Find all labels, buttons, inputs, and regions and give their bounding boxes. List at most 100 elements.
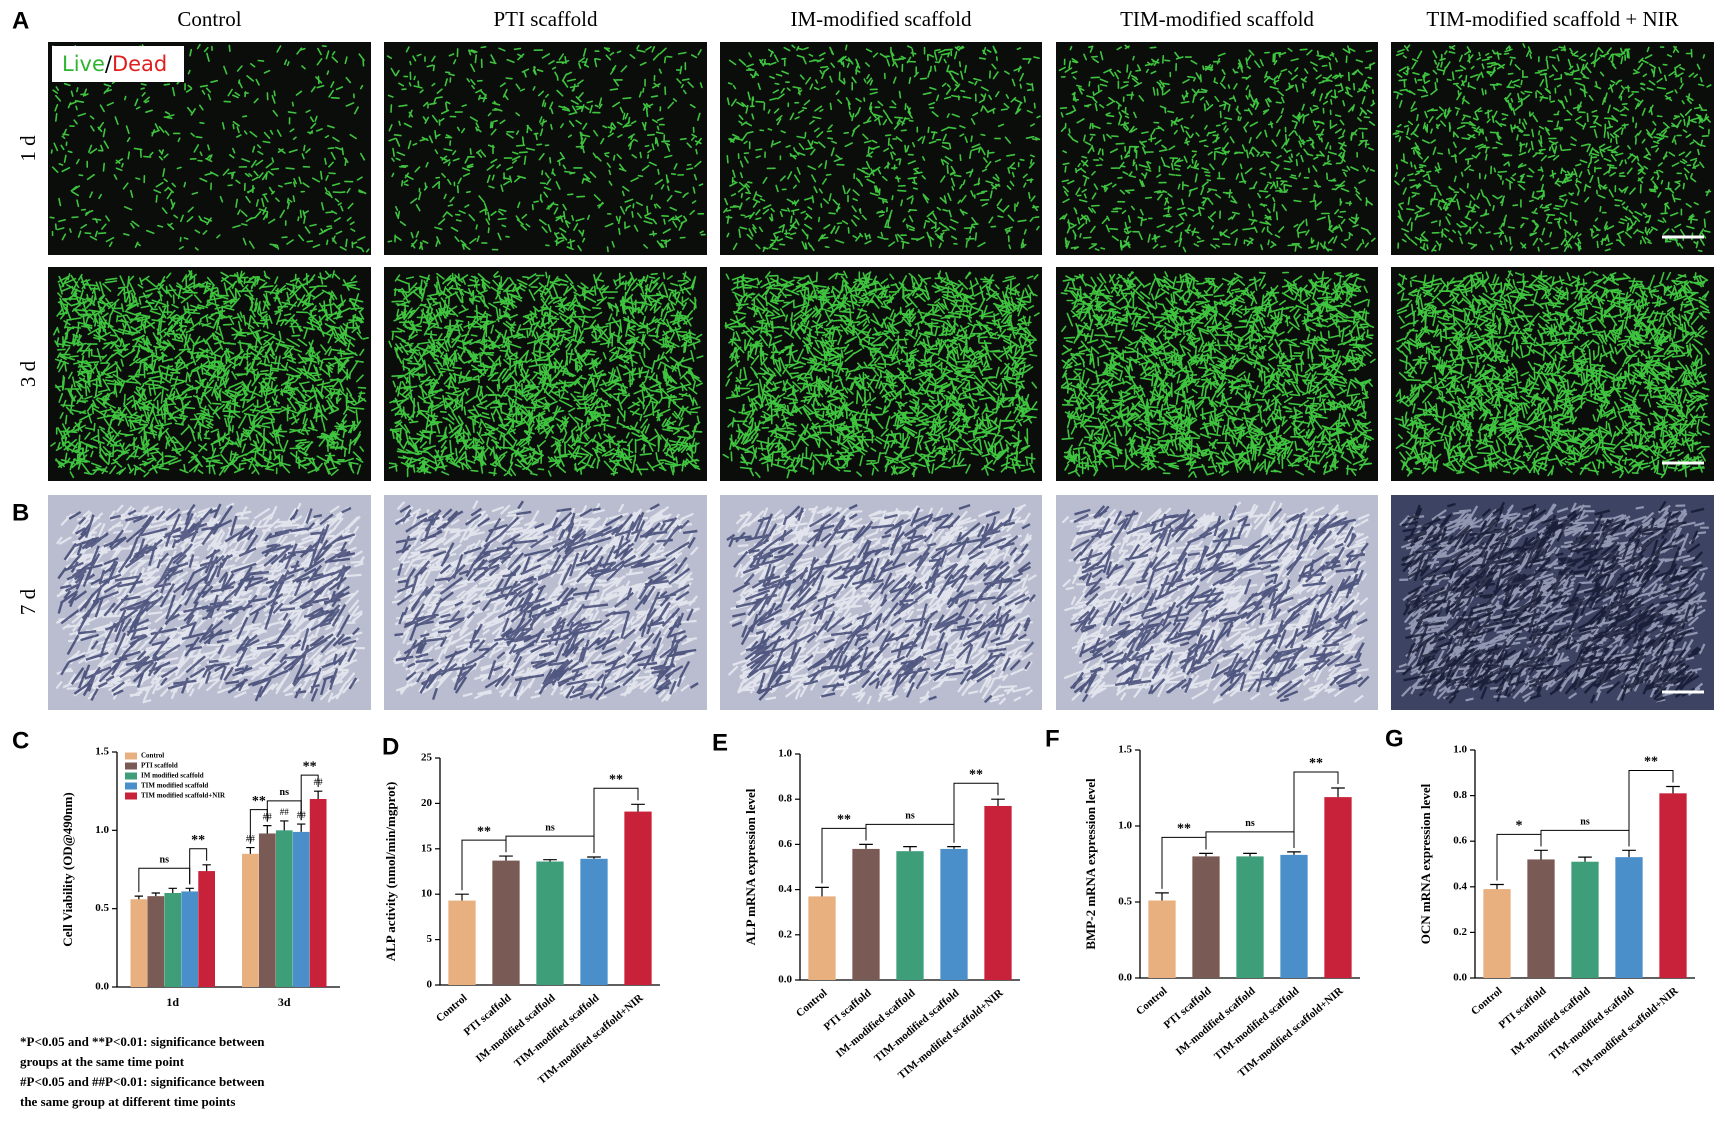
- micrograph: [720, 42, 1042, 255]
- legend-swatch: [125, 752, 137, 760]
- bar: [241, 853, 259, 987]
- x-tick-label: IM-modified scaffold: [834, 987, 918, 1060]
- bar: [580, 858, 608, 985]
- y-tick-label: 5: [427, 933, 433, 945]
- footnote: groups at the same time point: [20, 1054, 185, 1069]
- y-tick-label: 0.0: [95, 981, 109, 993]
- legend-label: Control: [141, 752, 164, 760]
- bar: [147, 896, 165, 987]
- bar: [1236, 856, 1264, 978]
- bar: [1192, 856, 1220, 978]
- legend-label: TIM modified scaffold: [141, 782, 208, 790]
- y-axis-label: BMP-2 mRNA expression level: [1083, 778, 1098, 950]
- footnote: the same group at different time points: [20, 1094, 235, 1109]
- error-bar: [280, 820, 289, 831]
- y-tick-label: 0.4: [1453, 880, 1467, 892]
- y-tick-label: 1.0: [95, 824, 109, 836]
- micrograph: [384, 42, 707, 255]
- bar: [164, 893, 182, 987]
- bar: [1148, 900, 1176, 978]
- error-bar: [1331, 787, 1345, 798]
- panel-label: A: [12, 7, 29, 34]
- x-tick-label: Control: [794, 987, 830, 1020]
- legend-swatch: [125, 792, 137, 800]
- error-bar: [1243, 852, 1257, 857]
- y-tick-label: 0.8: [778, 793, 792, 805]
- bar: [852, 848, 880, 980]
- significance-label: **: [1177, 822, 1191, 837]
- bar: [448, 900, 476, 985]
- significance-label: **: [969, 767, 983, 782]
- error-bar: [1578, 856, 1592, 862]
- bar: [808, 896, 836, 980]
- cells: [1060, 271, 1376, 478]
- stain-dark: [1401, 500, 1705, 704]
- y-tick-label: 0: [427, 979, 433, 991]
- cells: [50, 270, 369, 479]
- x-tick-label: TIM-modified scaffold: [512, 992, 601, 1070]
- legend-dead: Dead: [112, 52, 167, 76]
- y-tick-label: 1.0: [1118, 820, 1132, 832]
- cells: [722, 270, 1040, 479]
- bar: [1571, 861, 1599, 978]
- bar: [1527, 859, 1555, 978]
- bar: [896, 851, 924, 980]
- legend-swatch: [125, 772, 137, 780]
- y-tick-label: 0.0: [1453, 972, 1467, 984]
- significance-bracket: [1540, 829, 1630, 847]
- y-tick-label: 0.8: [1453, 789, 1467, 801]
- error-bar: [815, 886, 829, 897]
- bar: [181, 891, 199, 987]
- x-tick-label: IM-modified scaffold: [1509, 985, 1593, 1058]
- error-bar: [297, 823, 306, 832]
- significance-bracket: [953, 782, 999, 843]
- row-label: 3 d: [16, 360, 40, 387]
- footnote: #P<0.05 and ##P<0.01: significance betwe…: [20, 1074, 265, 1089]
- significance-label: **: [609, 773, 623, 788]
- significance-label: ns: [160, 855, 170, 866]
- footnote: *P<0.05 and **P<0.01: significance betwe…: [20, 1034, 265, 1049]
- error-bar: [185, 887, 194, 892]
- bar: [1483, 889, 1511, 978]
- bar: [984, 805, 1012, 980]
- significance-label: ns: [280, 787, 290, 798]
- y-tick-label: 0.0: [778, 974, 792, 986]
- cells: [49, 43, 370, 253]
- error-bar: [1287, 851, 1301, 855]
- y-tick-label: 25: [421, 752, 433, 764]
- legend-separator: /: [105, 52, 113, 76]
- error-bar: [1199, 852, 1213, 857]
- y-tick-label: 15: [421, 842, 433, 854]
- legend-swatch: [125, 762, 137, 770]
- error-bar: [455, 893, 469, 901]
- y-axis-label: Cell Viability (OD@490nm): [60, 792, 75, 946]
- error-bar: [313, 790, 323, 799]
- significance-bracket: [300, 774, 319, 821]
- x-tick-label: 3d: [278, 995, 291, 1009]
- cells: [386, 44, 706, 253]
- error-bar: [246, 846, 255, 854]
- significance-bracket: [138, 867, 191, 893]
- bar: [536, 861, 564, 985]
- x-tick-label: Control: [434, 992, 470, 1025]
- panel-label: B: [12, 499, 29, 526]
- bar: [624, 811, 652, 985]
- y-tick-label: 0.5: [1118, 896, 1132, 908]
- bar: [275, 830, 293, 987]
- error-bar: [991, 798, 1005, 806]
- x-tick-label: TIM-modified scaffold: [1212, 985, 1301, 1063]
- bar: [198, 871, 216, 987]
- y-tick-label: 0.2: [1453, 926, 1467, 938]
- error-bar: [1534, 849, 1548, 860]
- bar: [1615, 857, 1643, 978]
- error-bar: [631, 803, 645, 812]
- x-tick-label: IM-modified scaffold: [474, 992, 558, 1065]
- cells: [388, 271, 704, 478]
- significance-label: **: [191, 833, 205, 848]
- y-tick-label: 1.0: [1453, 744, 1467, 756]
- error-bar: [202, 864, 211, 872]
- bar: [258, 833, 276, 987]
- error-bar: [543, 859, 557, 862]
- cells: [1394, 270, 1711, 479]
- y-tick-label: 0.2: [778, 928, 792, 940]
